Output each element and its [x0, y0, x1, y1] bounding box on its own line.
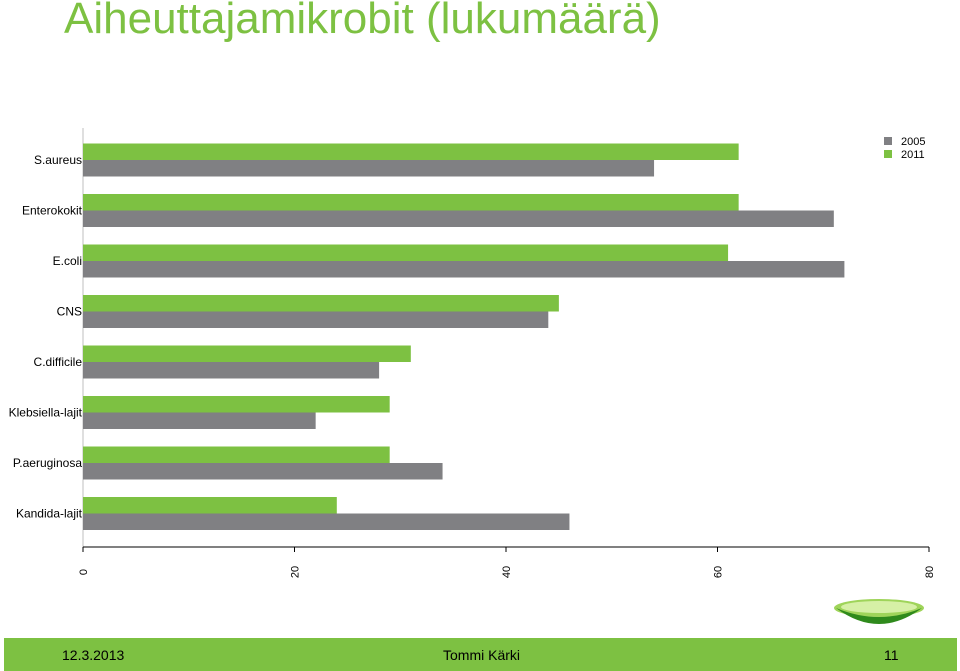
bar-2011-p-aeruginosa [83, 446, 390, 463]
x-tick-label: 0 [78, 569, 90, 575]
category-label: S.aureus [34, 153, 82, 167]
footer-author: Tommi Kärki [443, 647, 521, 663]
bar-2005-cns [83, 311, 549, 328]
category-label: C.difficile [34, 355, 83, 369]
bar-2005-klebsiella-lajit [83, 412, 316, 429]
category-label: Enterokokit [22, 204, 83, 218]
category-label: Kandida-lajit [16, 507, 83, 521]
legend-label-2011: 2011 [901, 149, 925, 161]
slide-title: Aiheuttajamikrobit (lukumäärä) [64, 0, 661, 43]
bar-2005-e-coli [83, 261, 845, 278]
bar-2005-kandida-lajit [83, 513, 570, 530]
footer-bar: 12.3.2013 Tommi Kärki 11 [4, 638, 957, 671]
category-label: Klebsiella-lajit [9, 406, 83, 420]
bar-2005-c-difficile [83, 362, 380, 379]
bar-2011-e-coli [83, 244, 729, 261]
category-label: P.aeruginosa [13, 456, 82, 470]
bar-2011-cns [83, 295, 559, 312]
bar-2011-kandida-lajit [83, 497, 337, 514]
x-tick-label: 20 [290, 566, 302, 578]
bar-2011-klebsiella-lajit [83, 396, 390, 413]
bar-2011-s-aureus [83, 143, 739, 160]
legend-swatch-2005 [884, 137, 892, 145]
category-label: E.coli [53, 254, 82, 268]
bar-2005-s-aureus [83, 160, 655, 177]
bar-2011-enterokokit [83, 194, 739, 211]
footer-date: 12.3.2013 [62, 647, 125, 663]
x-tick-label: 80 [924, 566, 936, 578]
legend-label-2005: 2005 [901, 136, 925, 148]
footer-page-number: 11 [884, 647, 899, 663]
bar-chart: 0 20 40 60 80 S.aureus Enterokokit E.coli CNS C.d… [9, 128, 936, 578]
legend-swatch-2011 [884, 150, 892, 158]
logo-icon [834, 599, 924, 624]
category-label: CNS [57, 305, 82, 319]
bar-2005-enterokokit [83, 210, 834, 227]
bar-2011-c-difficile [83, 345, 411, 362]
bar-2005-p-aeruginosa [83, 463, 443, 480]
x-tick-label: 40 [501, 566, 513, 578]
x-tick-label: 60 [713, 566, 725, 578]
